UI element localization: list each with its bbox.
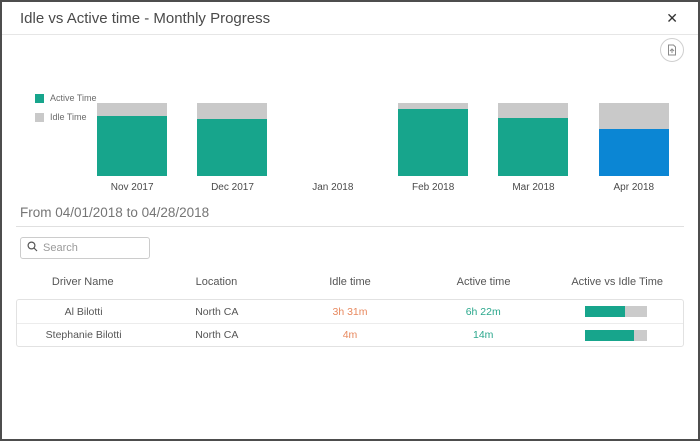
search-box: [20, 237, 150, 259]
export-image-icon: [666, 44, 678, 56]
dialog-title: Idle vs Active time - Monthly Progress: [20, 9, 271, 27]
col-active-time: Active time: [456, 276, 511, 288]
driver-name: Stephanie Bilotti: [45, 329, 122, 341]
table-row[interactable]: Stephanie Bilotti North CA 4m 14m: [17, 323, 683, 346]
legend-label-active: Active Time: [50, 93, 97, 103]
active-vs-idle-cell: [550, 306, 683, 317]
col-location: Location: [195, 276, 238, 288]
bar-label: Feb 2018: [412, 182, 455, 193]
legend-item-active: Active Time: [35, 93, 97, 103]
bar-dec-2017[interactable]: Dec 2017: [182, 103, 282, 195]
table-header: Driver Name Location Idle time Active ti…: [16, 273, 684, 291]
driver-location: North CA: [195, 305, 239, 318]
drivers-table: Al Bilotti North CA 3h 31m 6h 22m Stepha…: [16, 299, 684, 347]
idle-time-swatch: [35, 112, 44, 122]
search-icon: [27, 239, 43, 257]
legend-item-idle: Idle Time: [35, 112, 97, 122]
bar-mar-2018[interactable]: Mar 2018: [483, 103, 583, 195]
driver-location: North CA: [195, 329, 239, 341]
dialog-header: Idle vs Active time - Monthly Progress ✕: [2, 2, 698, 35]
driver-name: Al Bilotti: [64, 305, 103, 318]
legend-label-idle: Idle Time: [50, 112, 87, 122]
col-idle-time: Idle time: [329, 276, 371, 288]
idle-time-value: 3h 31m: [332, 305, 368, 318]
export-chart-button[interactable]: [660, 38, 684, 62]
active-time-swatch: [35, 93, 44, 103]
date-range-heading: From 04/01/2018 to 04/28/2018: [20, 205, 210, 220]
col-driver-name: Driver Name: [51, 276, 114, 288]
active-vs-idle-bar: [585, 306, 648, 317]
active-vs-idle-cell: [550, 329, 683, 341]
active-vs-idle-bar: [585, 329, 648, 341]
bar-feb-2018[interactable]: Feb 2018: [383, 103, 483, 195]
section-divider: [16, 226, 684, 227]
idle-time-value: 4m: [342, 329, 358, 341]
table-row[interactable]: Al Bilotti North CA 3h 31m 6h 22m: [17, 300, 683, 323]
bar-label: Mar 2018: [512, 182, 555, 193]
monthly-progress-chart: Active Time Idle Time Nov 2017 Dec 2017 …: [2, 63, 698, 195]
chart-bars: Nov 2017 Dec 2017 Jan 2018 Feb 2018 Mar …: [82, 63, 684, 195]
active-time-value: 14m: [472, 329, 494, 341]
search-input[interactable]: [43, 242, 143, 254]
bar-label: Dec 2017: [211, 182, 254, 193]
close-icon[interactable]: ✕: [662, 9, 682, 27]
bar-jan-2018[interactable]: Jan 2018: [283, 103, 383, 195]
active-time-value: 6h 22m: [465, 305, 501, 318]
bar-label: Jan 2018: [312, 182, 354, 193]
chart-legend: Active Time Idle Time: [35, 93, 97, 131]
col-active-vs-idle: Active vs Idle Time: [571, 276, 664, 288]
bar-label: Apr 2018: [613, 182, 655, 193]
active-portion: [585, 306, 626, 317]
active-portion: [585, 329, 634, 341]
bar-nov-2017[interactable]: Nov 2017: [82, 103, 182, 195]
bar-apr-2018[interactable]: Apr 2018: [584, 103, 684, 195]
bar-label: Nov 2017: [110, 182, 154, 193]
